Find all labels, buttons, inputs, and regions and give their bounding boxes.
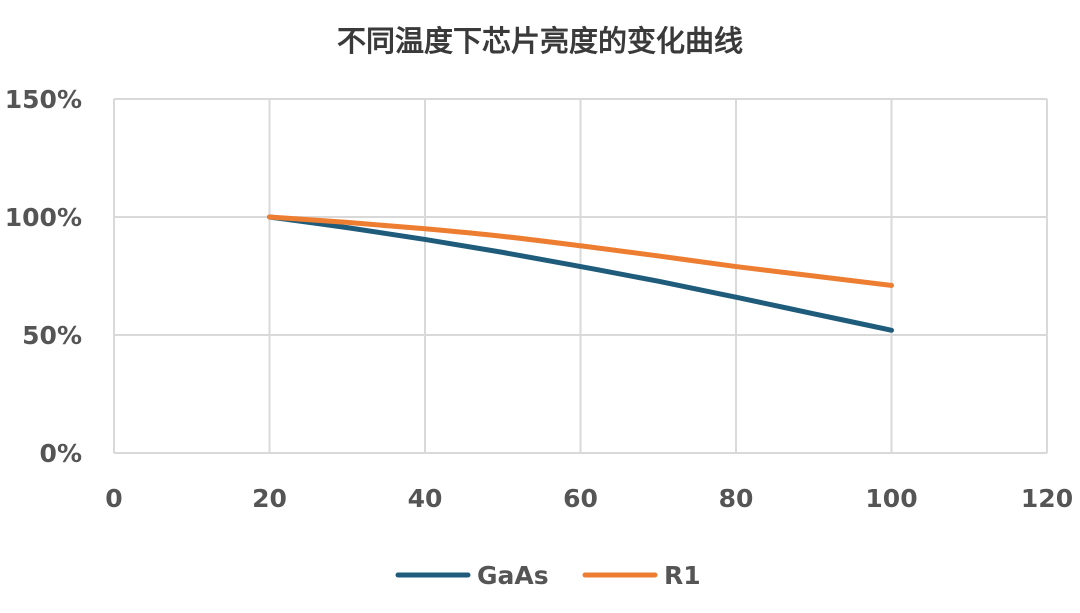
legend: GaAs R1: [395, 561, 701, 590]
series-line-gaas: [267, 214, 894, 333]
x-tick-label: 0: [105, 484, 122, 513]
x-tick-label: 20: [252, 484, 287, 513]
x-tick-label: 40: [408, 484, 443, 513]
x-tick-label: 100: [865, 484, 917, 513]
y-tick-label: 100%: [5, 203, 82, 232]
y-tick-label: 50%: [22, 321, 82, 350]
grid-lines: [113, 98, 1048, 454]
x-tick-label: 60: [563, 484, 598, 513]
series-lines: [267, 214, 894, 333]
legend-label-gaas: GaAs: [477, 561, 549, 590]
chart-title: 不同温度下芯片亮度的变化曲线: [336, 24, 743, 58]
x-tick-label: 120: [1021, 484, 1073, 513]
y-tick-label: 0%: [40, 439, 82, 468]
legend-label-r1: R1: [664, 561, 701, 590]
y-tick-label: 150%: [5, 85, 82, 114]
x-tick-labels: 0 20 40 60 80 100 120: [105, 484, 1073, 513]
y-tick-labels: 0% 50% 100% 150%: [5, 85, 82, 468]
x-tick-label: 80: [719, 484, 754, 513]
series-line-r1: [267, 214, 894, 288]
